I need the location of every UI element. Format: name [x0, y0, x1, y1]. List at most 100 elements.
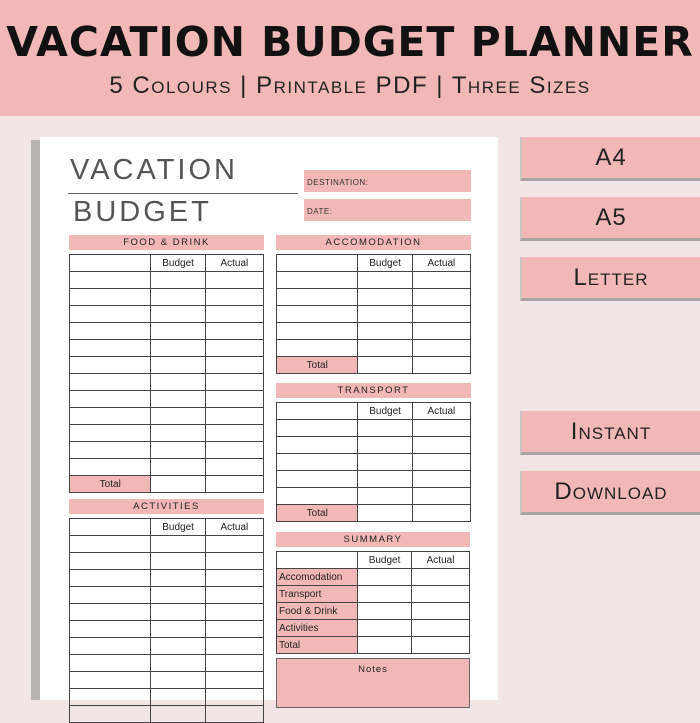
- table-cell[interactable]: [204, 458, 265, 476]
- table-cell[interactable]: [275, 288, 359, 306]
- table-cell[interactable]: [68, 356, 152, 374]
- table-cell[interactable]: [357, 636, 413, 654]
- table-cell[interactable]: [204, 586, 265, 604]
- table-cell[interactable]: [357, 602, 413, 620]
- table-cell[interactable]: [204, 475, 265, 493]
- table-cell[interactable]: [150, 441, 206, 459]
- table-cell[interactable]: [275, 453, 359, 471]
- table-cell[interactable]: [68, 305, 152, 323]
- table-cell[interactable]: [150, 458, 206, 476]
- table-cell[interactable]: [68, 552, 152, 570]
- table-cell[interactable]: [150, 705, 206, 723]
- size-a4-button[interactable]: A4: [520, 137, 700, 181]
- table-cell[interactable]: [150, 407, 206, 425]
- table-cell[interactable]: [68, 254, 152, 272]
- table-cell[interactable]: [204, 305, 265, 323]
- table-cell[interactable]: [204, 373, 265, 391]
- table-cell[interactable]: [411, 419, 472, 437]
- table-cell[interactable]: [275, 339, 359, 357]
- table-cell[interactable]: [150, 339, 206, 357]
- table-cell[interactable]: [150, 390, 206, 408]
- table-cell[interactable]: [357, 419, 413, 437]
- table-cell[interactable]: [204, 288, 265, 306]
- table-cell[interactable]: [68, 620, 152, 638]
- table-cell[interactable]: [411, 585, 470, 603]
- table-cell[interactable]: [357, 585, 413, 603]
- table-cell[interactable]: [68, 688, 152, 706]
- table-cell[interactable]: [204, 322, 265, 340]
- table-cell[interactable]: [411, 356, 472, 374]
- table-cell[interactable]: [150, 569, 206, 587]
- table-cell[interactable]: [150, 373, 206, 391]
- table-cell[interactable]: [150, 620, 206, 638]
- table-cell[interactable]: [411, 504, 472, 522]
- table-cell[interactable]: [150, 535, 206, 553]
- table-cell[interactable]: [68, 569, 152, 587]
- table-cell[interactable]: [411, 436, 472, 454]
- table-cell[interactable]: [204, 390, 265, 408]
- table-cell[interactable]: [275, 551, 359, 569]
- table-cell[interactable]: [357, 453, 413, 471]
- table-cell[interactable]: [411, 271, 472, 289]
- table-cell[interactable]: [411, 568, 470, 586]
- table-cell[interactable]: [357, 619, 413, 637]
- table-cell[interactable]: [357, 339, 413, 357]
- table-cell[interactable]: [411, 470, 472, 488]
- table-cell[interactable]: [68, 288, 152, 306]
- table-cell[interactable]: [204, 620, 265, 638]
- table-cell[interactable]: [275, 322, 359, 340]
- table-cell[interactable]: [150, 271, 206, 289]
- table-cell[interactable]: [68, 271, 152, 289]
- table-cell[interactable]: [68, 671, 152, 689]
- table-cell[interactable]: [204, 654, 265, 672]
- table-cell[interactable]: [68, 407, 152, 425]
- table-cell[interactable]: [357, 487, 413, 505]
- table-cell[interactable]: [150, 424, 206, 442]
- table-cell[interactable]: [357, 322, 413, 340]
- table-cell[interactable]: [150, 586, 206, 604]
- table-cell[interactable]: [357, 504, 413, 522]
- table-cell[interactable]: [204, 569, 265, 587]
- download-button[interactable]: Download: [520, 471, 700, 515]
- table-cell[interactable]: [150, 671, 206, 689]
- table-cell[interactable]: [68, 441, 152, 459]
- table-cell[interactable]: [68, 458, 152, 476]
- table-cell[interactable]: [411, 487, 472, 505]
- table-cell[interactable]: [150, 688, 206, 706]
- table-cell[interactable]: [411, 339, 472, 357]
- table-cell[interactable]: [204, 424, 265, 442]
- table-cell[interactable]: [204, 637, 265, 655]
- table-cell[interactable]: [204, 688, 265, 706]
- table-cell[interactable]: [150, 305, 206, 323]
- table-cell[interactable]: [150, 552, 206, 570]
- table-cell[interactable]: [68, 339, 152, 357]
- table-cell[interactable]: [357, 568, 413, 586]
- table-cell[interactable]: [357, 271, 413, 289]
- table-cell[interactable]: [204, 441, 265, 459]
- table-cell[interactable]: [150, 475, 206, 493]
- table-cell[interactable]: [275, 487, 359, 505]
- table-cell[interactable]: [204, 271, 265, 289]
- table-cell[interactable]: [204, 407, 265, 425]
- table-cell[interactable]: [275, 271, 359, 289]
- table-cell[interactable]: [204, 552, 265, 570]
- table-cell[interactable]: [204, 356, 265, 374]
- table-cell[interactable]: [204, 603, 265, 621]
- table-cell[interactable]: [204, 671, 265, 689]
- size-letter-button[interactable]: Letter: [520, 257, 700, 301]
- table-cell[interactable]: [275, 419, 359, 437]
- table-cell[interactable]: [68, 603, 152, 621]
- table-cell[interactable]: [68, 373, 152, 391]
- table-cell[interactable]: [150, 288, 206, 306]
- table-cell[interactable]: [275, 402, 359, 420]
- table-cell[interactable]: [204, 339, 265, 357]
- table-cell[interactable]: [357, 305, 413, 323]
- table-cell[interactable]: [357, 470, 413, 488]
- table-cell[interactable]: [204, 705, 265, 723]
- table-cell[interactable]: [411, 322, 472, 340]
- table-cell[interactable]: [68, 535, 152, 553]
- size-a5-button[interactable]: A5: [520, 197, 700, 241]
- table-cell[interactable]: [68, 390, 152, 408]
- instant-button[interactable]: Instant: [520, 411, 700, 455]
- table-cell[interactable]: [68, 518, 152, 536]
